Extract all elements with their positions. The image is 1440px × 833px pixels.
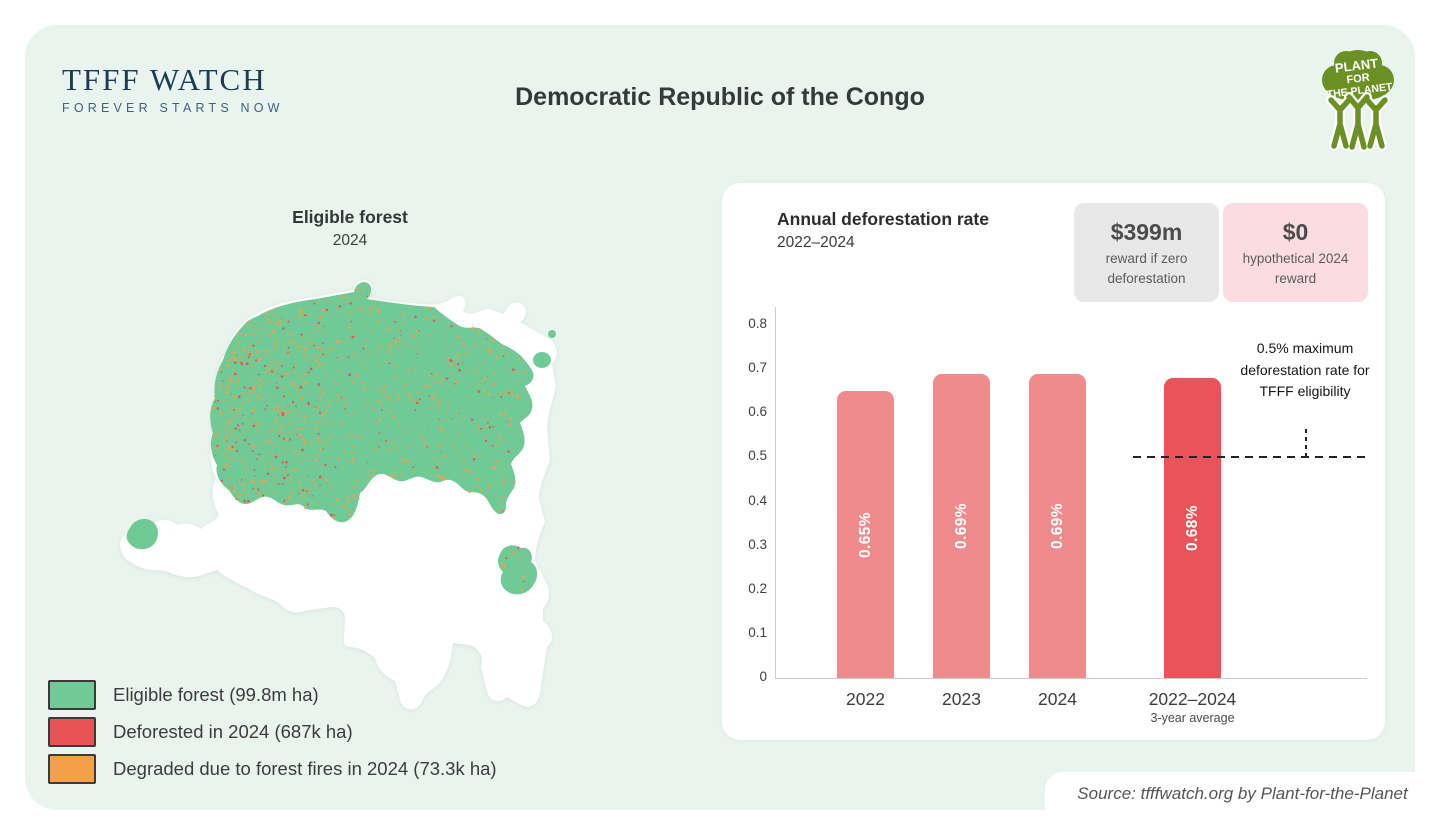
bar-2022–2024: 0.68%	[1164, 377, 1221, 678]
brand-word-for: FOR	[1346, 72, 1371, 87]
forest-island-ne-small	[548, 330, 556, 338]
drc-map	[120, 279, 557, 710]
plant-for-the-planet-logo: PLANT FOR THE PLANET	[1322, 50, 1394, 152]
forest-southeast-patch	[498, 545, 538, 595]
reward-badge: $0 hypothetical 2024 reward	[1223, 203, 1368, 302]
x-tick-label: 2023	[942, 689, 981, 709]
y-tick-label: 0.7	[748, 360, 767, 376]
bar-2022: 0.65%	[837, 391, 894, 678]
source-box: Source: tfffwatch.org by Plant-for-the-P…	[1045, 772, 1440, 833]
map-title: Eligible forest	[292, 207, 408, 227]
badge-value: $0	[1282, 219, 1309, 245]
tree-figures-icon	[1326, 92, 1390, 152]
bar-2023: 0.69%	[933, 373, 990, 678]
badge-label: reward if zero deforestation	[1105, 251, 1188, 287]
legend-row: Degraded due to forest fires in 2024 (73…	[48, 754, 497, 784]
map-legend: Eligible forest (99.8m ha) Deforested in …	[48, 680, 497, 792]
y-tick-label: 0.3	[748, 536, 767, 552]
y-tick-label: 0.8	[748, 316, 767, 331]
chart-title: Annual deforestation rate	[777, 209, 989, 229]
bar-value-label: 0.65%	[856, 511, 874, 558]
x-tick-label: 2022	[846, 689, 885, 709]
chart-subtitle: 2022–2024	[777, 234, 855, 251]
x-axis-line	[775, 678, 1367, 679]
bar-2024: 0.69%	[1029, 373, 1086, 678]
y-tick-label: 0.2	[748, 580, 767, 596]
deforestation-speckles	[211, 287, 532, 591]
legend-label: Degraded due to forest fires in 2024 (73…	[113, 758, 497, 779]
y-tick-label: 0.6	[748, 404, 767, 420]
y-tick-label: 0.5	[748, 448, 767, 464]
forest-coastal-patch	[126, 518, 158, 550]
tree-crown-icon	[1322, 50, 1394, 101]
brand-word-plant: PLANT	[1334, 56, 1379, 76]
y-axis-line	[775, 307, 776, 678]
y-tick-label: 0	[759, 669, 767, 684]
source-text: Source: tfffwatch.org by Plant-for-the-P…	[1077, 784, 1408, 803]
forest-island-ne	[533, 352, 551, 368]
bar-value-label: 0.68%	[1183, 504, 1201, 551]
legend-label: Eligible forest (99.8m ha)	[113, 684, 319, 705]
threshold-annotation: 0.5% maximum deforestation rate for TFFF…	[1240, 340, 1370, 400]
legend-swatch	[48, 717, 96, 747]
legend-row: Deforested in 2024 (687k ha)	[48, 717, 497, 747]
x-tick-sublabel: 3-year average	[1150, 711, 1235, 725]
reward-badge: $399m reward if zero deforestation	[1074, 203, 1219, 302]
x-tick-label: 2024	[1038, 689, 1077, 709]
legend-swatch	[48, 754, 96, 784]
tfff-watch-logo: TFFF WATCH FOREVER STARTS NOW	[62, 62, 284, 115]
threshold-dashed-line	[1133, 456, 1367, 459]
legend-swatch	[48, 680, 96, 710]
page-title: Democratic Republic of the Congo	[515, 83, 925, 111]
badge-value: $399m	[1110, 219, 1183, 245]
legend-label: Deforested in 2024 (687k ha)	[113, 721, 353, 742]
y-tick-label: 0.1	[748, 624, 767, 640]
bar-value-label: 0.69%	[1048, 502, 1066, 549]
bar-value-label: 0.69%	[952, 502, 970, 549]
eligible-forest-area	[210, 282, 534, 523]
logo-tagline: FOREVER STARTS NOW	[62, 100, 284, 115]
badge-label: hypothetical 2024 reward	[1242, 251, 1349, 287]
legend-row: Eligible forest (99.8m ha)	[48, 680, 497, 710]
map-title-block: Eligible forest 2024	[150, 207, 550, 250]
x-tick-label: 2022–2024 3-year average	[1118, 689, 1268, 725]
threshold-connector-line	[1305, 429, 1307, 457]
logo-title: TFFF WATCH	[62, 62, 267, 97]
deforestation-chart-card: Annual deforestation rate 2022–2024 $399…	[722, 183, 1385, 740]
y-tick-label: 0.4	[748, 492, 767, 508]
map-subtitle: 2024	[332, 232, 368, 249]
